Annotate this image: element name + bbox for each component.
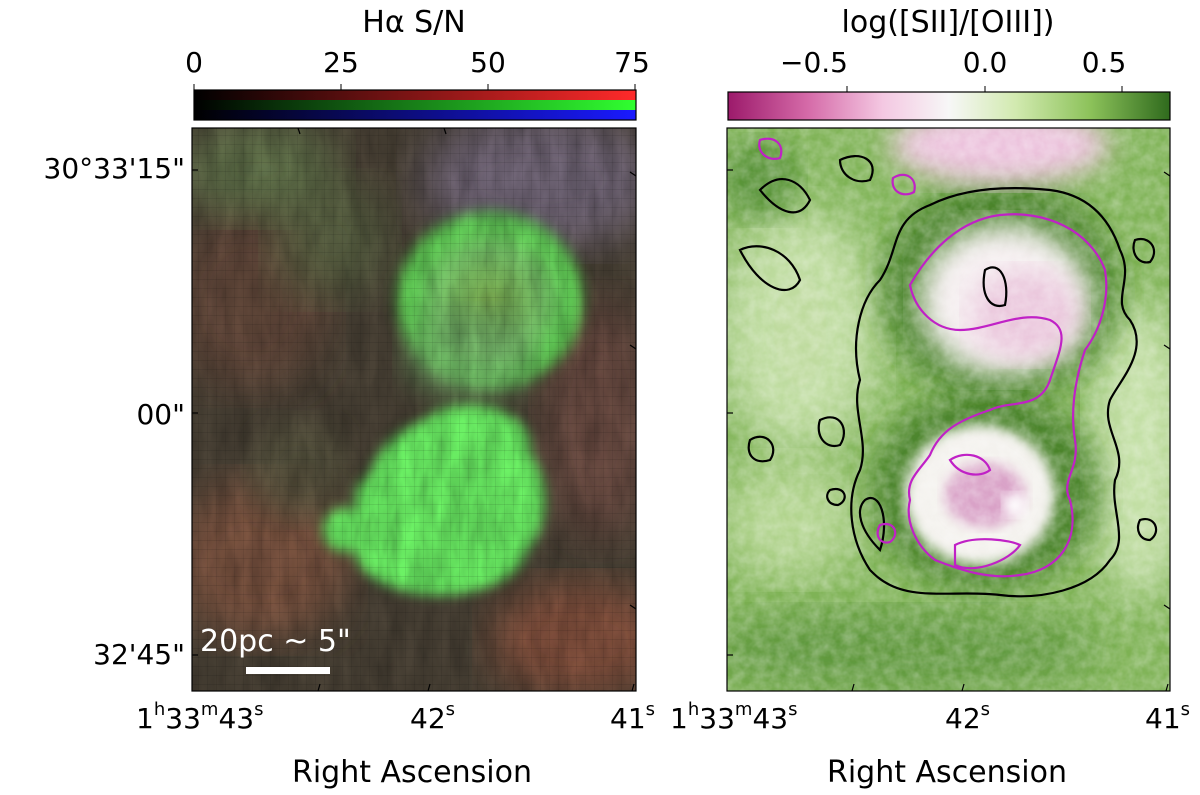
left-colorbar: [193, 84, 637, 121]
right-ra-label-first: 1h33m43s: [670, 699, 797, 735]
right-colorbar-title: log([SII]/[OIII]): [842, 5, 1055, 40]
dec-label-2: 32'45": [93, 638, 185, 671]
right-ra-labels: 1h33m43s 42s 41s: [670, 699, 1190, 735]
right-axis-ticks: [727, 169, 1171, 692]
scale-bar-label: 20pc ~ 5": [200, 624, 351, 659]
ra-label-first: 1h33m43s: [136, 699, 263, 735]
left-cbar-tick-0: 0: [185, 46, 203, 79]
left-dec-labels: 30°33'15" 00" 32'45": [44, 152, 185, 671]
right-cbar-tick-1: 0.0: [963, 46, 1008, 79]
scale-bar: 20pc ~ 5": [200, 624, 351, 674]
left-cbar-tick-2: 50: [470, 46, 506, 79]
right-colorbar-tick-labels: −0.5 0.0 0.5: [780, 46, 1126, 79]
right-ratio-map: [727, 128, 1170, 691]
left-colorbar-tick-labels: 0 25 50 75: [185, 46, 650, 79]
right-cbar-tick-2: 0.5: [1082, 46, 1127, 79]
ra-label-last: 41s: [610, 699, 655, 735]
left-cbar-tick-3: 75: [614, 46, 650, 79]
right-colorbar: [727, 86, 1171, 121]
right-ra-label-mid: 42s: [945, 699, 990, 735]
left-axis-ticks: [192, 127, 637, 692]
left-rgb-image: [192, 128, 636, 691]
right-cbar-tick-0: −0.5: [780, 46, 848, 79]
right-ra-label-last: 41s: [1145, 699, 1190, 735]
left-panel: Hα S/N 0 25 50 75: [44, 5, 656, 790]
dec-label-0: 30°33'15": [44, 152, 185, 185]
left-cbar-tick-1: 25: [323, 46, 359, 79]
left-colorbar-title: Hα S/N: [362, 5, 465, 40]
ra-label-mid: 42s: [410, 699, 455, 735]
right-panel: log([SII]/[OIII]) −0.5 0.0 0.5: [670, 5, 1190, 790]
right-xlabel: Right Ascension: [827, 755, 1067, 790]
left-xlabel: Right Ascension: [292, 755, 532, 790]
contours-black: [738, 155, 1158, 598]
dec-label-1: 00": [136, 398, 185, 431]
scale-bar-line: [246, 667, 330, 674]
left-ra-labels: 1h33m43s 42s 41s: [136, 699, 655, 735]
contours-magenta: [758, 137, 1108, 578]
